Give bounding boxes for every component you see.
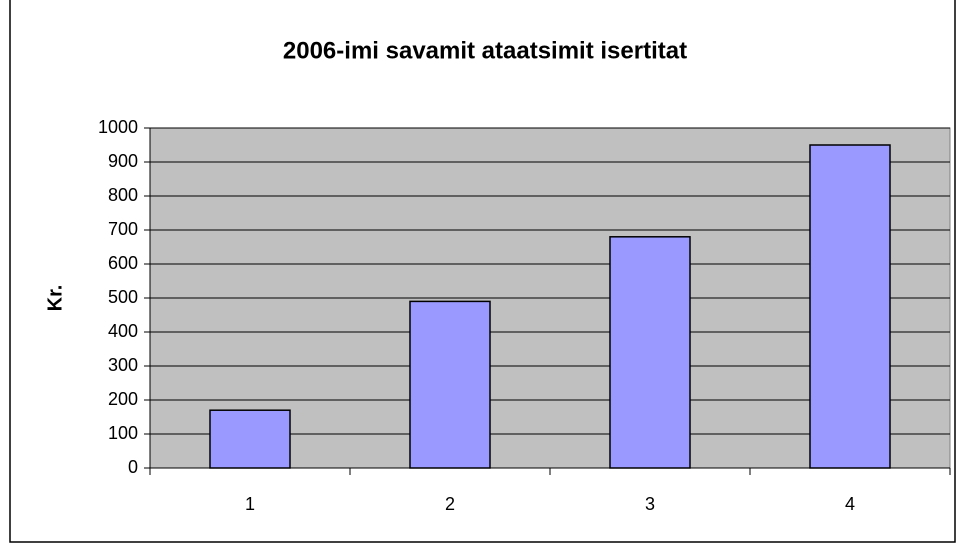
bar <box>209 409 291 469</box>
y-axis-title: Kr. <box>44 285 66 312</box>
y-tick-label: 200 <box>108 389 138 409</box>
y-tick-label: 800 <box>108 185 138 205</box>
y-tick-label: 400 <box>108 321 138 341</box>
y-tick-label: 600 <box>108 253 138 273</box>
x-tick-label: 4 <box>845 494 855 514</box>
x-tick-label: 1 <box>245 494 255 514</box>
bar <box>609 236 691 469</box>
bar <box>809 144 891 469</box>
y-tick-label: 100 <box>108 423 138 443</box>
y-tick-label: 1000 <box>98 117 138 137</box>
y-tick-label: 900 <box>108 151 138 171</box>
bar <box>409 300 491 469</box>
y-tick-label: 300 <box>108 355 138 375</box>
y-tick-label: 700 <box>108 219 138 239</box>
chart-title: 2006-imi savamit ataatsimit isertitat <box>283 37 687 64</box>
x-tick-label: 3 <box>645 494 655 514</box>
x-tick-label: 2 <box>445 494 455 514</box>
y-tick-label: 500 <box>108 287 138 307</box>
y-tick-label: 0 <box>128 457 138 477</box>
